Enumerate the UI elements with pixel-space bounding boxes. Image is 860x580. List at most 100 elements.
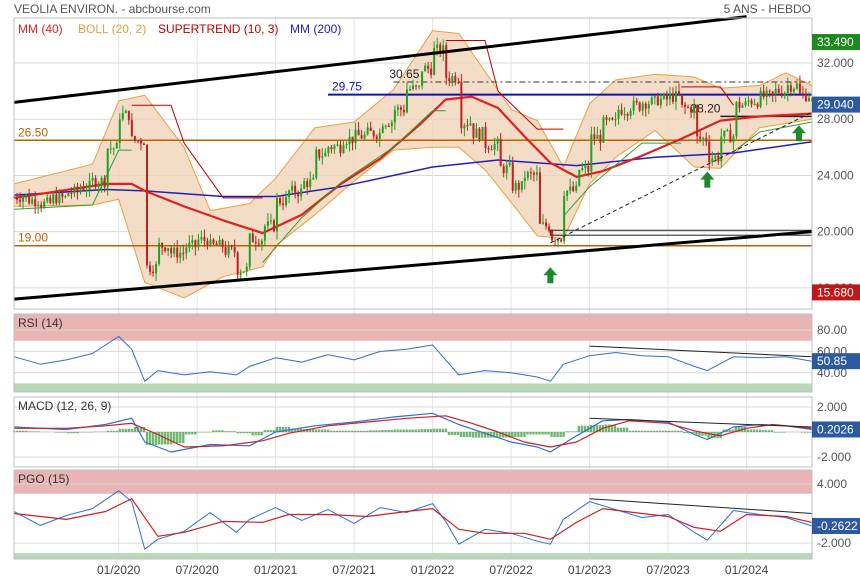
candle-body bbox=[650, 97, 653, 105]
candle-body bbox=[714, 155, 717, 159]
candle-body bbox=[520, 181, 523, 190]
candle-body bbox=[789, 85, 792, 92]
macd-histogram bbox=[13, 424, 813, 446]
macd-hist-bar bbox=[266, 430, 269, 432]
candle-body bbox=[321, 156, 324, 158]
candle-body bbox=[164, 247, 167, 252]
candle-body bbox=[735, 101, 738, 137]
macd-hist-bar bbox=[776, 432, 780, 433]
macd-hist-bar bbox=[329, 430, 333, 432]
macd-hist-bar bbox=[402, 429, 405, 432]
candle-body bbox=[541, 222, 544, 224]
candle-body bbox=[333, 145, 336, 150]
candle-body bbox=[632, 100, 635, 111]
macd-hist-bar bbox=[671, 430, 674, 432]
candle-body bbox=[587, 166, 590, 172]
candle-body bbox=[188, 242, 191, 248]
candle-body bbox=[37, 204, 40, 206]
candle-body bbox=[291, 185, 294, 191]
candle-body bbox=[136, 140, 139, 142]
macd-hist-bar bbox=[514, 432, 517, 437]
macd-hist-bar bbox=[182, 432, 185, 444]
candle-body bbox=[436, 44, 439, 48]
macd-hist-bar bbox=[354, 430, 357, 432]
candle-body bbox=[94, 177, 97, 188]
candle-body bbox=[348, 136, 351, 145]
candle-body bbox=[723, 130, 726, 137]
macd-hist-bar bbox=[194, 432, 197, 435]
macd-hist-bar bbox=[133, 427, 137, 432]
candle-body bbox=[158, 242, 161, 264]
candle-body bbox=[203, 236, 206, 241]
macd-hist-bar bbox=[683, 432, 686, 434]
candle-body bbox=[67, 192, 70, 197]
price-y-tick-label: 28.000 bbox=[817, 112, 854, 126]
macd-hist-bar bbox=[770, 430, 774, 432]
macd-hist-bar bbox=[239, 432, 242, 434]
candle-body bbox=[139, 140, 142, 144]
mm40-line bbox=[13, 95, 813, 235]
candle-body bbox=[351, 136, 354, 144]
macd-hist-bar bbox=[176, 432, 179, 444]
period-label: 5 ANS - HEBDO bbox=[723, 2, 811, 16]
macd-hist-bar bbox=[118, 428, 122, 432]
macd-hist-bar bbox=[680, 430, 683, 432]
macd-hist-bar bbox=[571, 431, 574, 432]
candle-body bbox=[176, 247, 179, 258]
macd-hist-bar bbox=[124, 428, 128, 432]
macd-hist-bar bbox=[381, 429, 384, 432]
x-tick-label: 01/2024 bbox=[725, 563, 769, 577]
macd-hist-bar bbox=[544, 432, 547, 435]
candle-body bbox=[393, 109, 396, 123]
macd-hist-bar bbox=[607, 424, 611, 432]
x-tick-label: 01/2020 bbox=[97, 563, 141, 577]
candle-body bbox=[239, 272, 242, 275]
candle-body bbox=[266, 221, 269, 227]
macd-hist-bar bbox=[782, 432, 786, 433]
macd-hist-bar bbox=[737, 427, 740, 432]
macd-hist-bar bbox=[474, 432, 478, 438]
macd-hist-bar bbox=[263, 430, 266, 432]
channel-line bbox=[13, 15, 747, 104]
candle-body bbox=[91, 177, 94, 181]
macd-hist-bar bbox=[67, 432, 70, 434]
macd-hist-bar bbox=[221, 430, 224, 432]
macd-hist-bar bbox=[803, 432, 807, 433]
candle-body bbox=[55, 194, 58, 204]
rsi-tag-text: 50.85 bbox=[817, 354, 847, 368]
macd-hist-bar bbox=[336, 430, 339, 432]
candle-body bbox=[224, 247, 227, 255]
macd-hist-bar bbox=[408, 429, 411, 432]
macd-hist-bar bbox=[348, 430, 351, 432]
macd-hist-bar bbox=[628, 430, 632, 432]
candle-body bbox=[623, 114, 626, 116]
candle-body bbox=[58, 193, 61, 204]
candle-body bbox=[79, 187, 82, 193]
macd-hist-bar bbox=[761, 430, 765, 432]
candle-body bbox=[127, 110, 130, 121]
macd-hist-bar bbox=[34, 431, 37, 432]
macd-hist-bar bbox=[659, 430, 662, 432]
candle-body bbox=[269, 220, 272, 222]
candle-body bbox=[514, 182, 517, 191]
candle-body bbox=[581, 168, 584, 171]
candle-body bbox=[218, 239, 221, 246]
candle-body bbox=[674, 91, 677, 102]
macd-hist-bar bbox=[61, 432, 64, 433]
macd-hist-bar bbox=[450, 432, 454, 436]
macd-hist-bar bbox=[112, 430, 116, 432]
candle-body bbox=[82, 187, 85, 191]
candle-body bbox=[399, 107, 402, 110]
candle-body bbox=[233, 247, 236, 253]
price-tag-text: 33.490 bbox=[817, 35, 854, 49]
candle-body bbox=[696, 105, 699, 137]
macd-hist-bar bbox=[25, 430, 28, 432]
level-label: 19.00 bbox=[18, 231, 48, 245]
candle-body bbox=[771, 91, 774, 95]
candle-body bbox=[590, 134, 593, 172]
macd-hist-bar bbox=[145, 432, 149, 446]
candle-body bbox=[759, 90, 762, 107]
macd-hist-bar bbox=[520, 432, 523, 437]
macd-hist-bar bbox=[378, 430, 381, 432]
macd-hist-bar bbox=[496, 432, 499, 438]
